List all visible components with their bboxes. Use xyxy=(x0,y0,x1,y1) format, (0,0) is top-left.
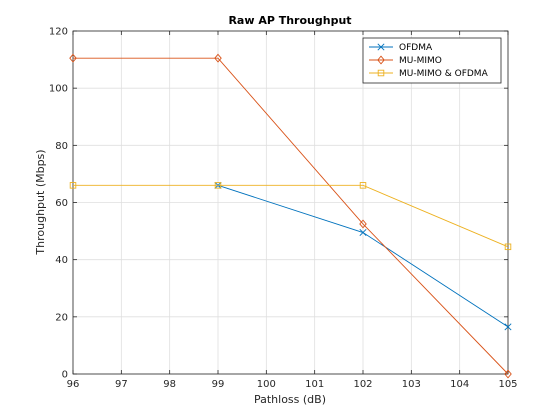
y-tick-label: 80 xyxy=(55,141,68,152)
legend: OFDMA MU-MIMO MU-MIMO & OFDMA xyxy=(362,37,502,84)
chart-title: Raw AP Throughput xyxy=(228,14,351,27)
data-point xyxy=(214,53,222,63)
x-tick-label: 103 xyxy=(402,379,421,390)
series-1 xyxy=(69,53,512,379)
x-axis-label: Pathloss (dB) xyxy=(254,393,326,406)
data-point xyxy=(69,182,77,189)
legend-marker xyxy=(377,55,385,65)
y-axis-label: Throughput (Mbps) xyxy=(34,149,47,255)
axis-ticks: 96 97 98 99 100 101 102 103 104 105 0 20 40 60 80 100 12… xyxy=(49,27,518,391)
y-tick-label: 60 xyxy=(55,198,68,209)
series-2 xyxy=(69,182,512,251)
legend-item: MU-MIMO & OFDMA xyxy=(369,69,489,79)
series-group xyxy=(69,53,512,379)
data-point xyxy=(504,323,512,331)
legend-label: MU-MIMO & OFDMA xyxy=(399,69,489,79)
x-tick-label: 102 xyxy=(353,379,372,390)
data-point xyxy=(359,182,367,189)
x-tick-label: 99 xyxy=(212,379,225,390)
data-point xyxy=(69,53,77,63)
legend-label: MU-MIMO xyxy=(399,56,442,66)
series-line xyxy=(73,184,509,248)
legend-item: OFDMA xyxy=(369,43,433,53)
data-point xyxy=(504,369,512,379)
y-tick-label: 40 xyxy=(55,255,68,266)
x-tick-label: 100 xyxy=(257,379,276,390)
y-tick-label: 120 xyxy=(49,27,68,38)
x-tick-label: 101 xyxy=(305,379,324,390)
data-point xyxy=(504,243,512,251)
series-line xyxy=(73,57,509,375)
legend-item: MU-MIMO xyxy=(369,55,442,66)
legend-marker xyxy=(377,69,385,77)
x-tick-label: 96 xyxy=(67,379,80,390)
legend-box xyxy=(362,37,502,84)
x-tick-label: 97 xyxy=(115,379,128,390)
y-tick-label: 20 xyxy=(55,312,68,323)
legend-label: OFDMA xyxy=(399,43,433,53)
y-tick-label: 0 xyxy=(62,370,68,381)
x-tick-label: 105 xyxy=(498,379,517,390)
data-point xyxy=(214,182,222,189)
data-point xyxy=(359,219,367,229)
y-tick-label: 100 xyxy=(49,84,68,95)
data-point xyxy=(359,228,367,237)
x-tick-label: 98 xyxy=(163,379,176,390)
legend-marker xyxy=(377,43,385,51)
x-tick-label: 104 xyxy=(450,379,469,390)
